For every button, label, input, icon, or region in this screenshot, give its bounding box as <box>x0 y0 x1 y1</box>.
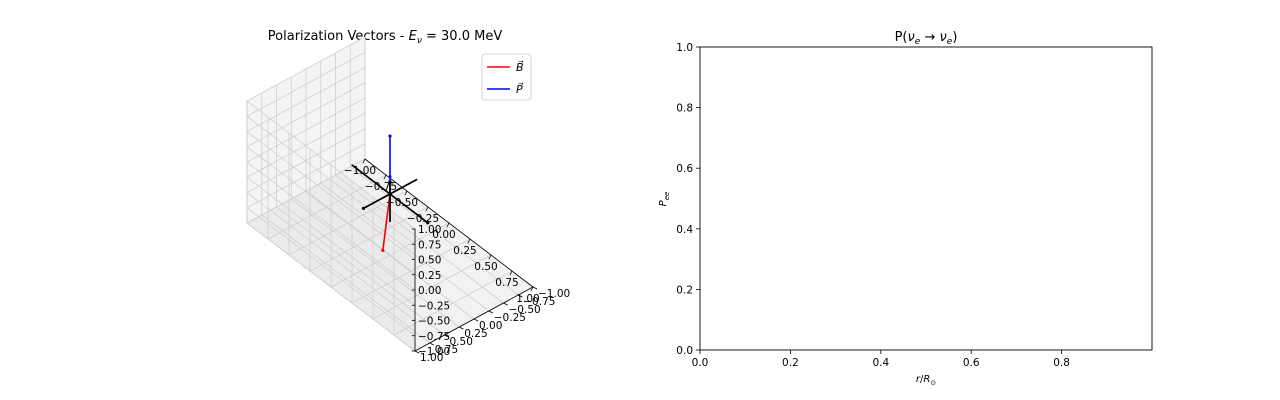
grid-line <box>372 254 492 320</box>
x-tick-label: 0.0 <box>692 357 709 369</box>
y-tick-label: 0.25 <box>464 328 487 340</box>
probability-title: P(νe → νe) <box>895 30 958 47</box>
x-tick-label: 0.75 <box>495 277 518 289</box>
x-tick-label: 0.00 <box>432 229 455 241</box>
y-tick-mark <box>458 326 464 330</box>
y-tick-label: 1.0 <box>676 42 693 54</box>
z-tick-label: 0.00 <box>418 285 441 297</box>
plot-frame <box>699 46 1153 351</box>
y-tick-label: 0.6 <box>676 163 693 175</box>
vector-p-midpoint <box>388 175 392 179</box>
x-tick-label: 1.00 <box>516 293 539 305</box>
y-tick-mark <box>503 302 508 306</box>
y-tick-label: 0.2 <box>676 284 693 296</box>
z-tick-label: 0.75 <box>418 239 441 251</box>
y-tick-mark <box>414 350 420 354</box>
x-tick-mark <box>467 238 471 244</box>
vector-b <box>382 193 391 252</box>
grid-line <box>246 222 416 352</box>
x-tick-label: 0.6 <box>963 357 980 369</box>
y-tick-label: 0.0 <box>676 345 693 357</box>
y-tick-mark <box>517 294 523 298</box>
grid-line <box>246 82 366 148</box>
z-tick-label: −0.75 <box>418 331 450 343</box>
y-tick-label: −0.25 <box>494 312 526 324</box>
x-tick-mark <box>362 158 366 164</box>
y-tick-label: 1.00 <box>420 352 443 364</box>
grid-line <box>246 36 366 102</box>
y-tick-label: −0.75 <box>523 296 555 308</box>
polarization-title: Polarization Vectors - Eν = 30.0 MeV <box>268 29 503 46</box>
z-tick-label: 0.25 <box>418 270 441 282</box>
x-tick-mark <box>404 190 408 196</box>
x-tick-mark <box>509 270 513 276</box>
z-tick-label: −0.50 <box>418 316 450 328</box>
grid-line <box>290 198 460 328</box>
y-tick-label: 0.4 <box>676 224 693 236</box>
z-tick-label: −1.00 <box>418 346 450 358</box>
x-tick-mark <box>488 254 492 260</box>
legend: B⃗ P⃗ <box>481 53 532 101</box>
grid-line <box>246 131 416 260</box>
y-tick-label: −0.50 <box>509 304 541 316</box>
y-tick-mark <box>488 310 494 314</box>
legend-box <box>481 53 532 101</box>
grid-line <box>246 146 416 276</box>
probability-axes: P(νe → νe) r/R⊙ Pee 0.0 0.2 0.4 0.6 0.8 0.0 0.… <box>658 30 1153 387</box>
y-tick-label: 0.00 <box>479 320 502 332</box>
probability-ylabel: Pee <box>658 192 671 207</box>
z-tick-label: −0.25 <box>418 300 450 312</box>
x-tick-label: 0.2 <box>782 357 799 369</box>
y-tick-mark <box>444 334 449 338</box>
y-tick-mark <box>532 286 538 290</box>
x-tick-mark <box>383 174 387 180</box>
grid-line <box>393 270 513 336</box>
y-tick-mark <box>473 318 479 322</box>
grid-line <box>351 238 471 304</box>
vector-tip <box>361 206 366 210</box>
grid-line <box>246 51 366 117</box>
polarization-3d-axes: Polarization Vectors - Eν = 30.0 MeV −1.… <box>246 29 570 364</box>
x-tick-label: 0.8 <box>1053 357 1070 369</box>
grid-line <box>246 97 366 163</box>
x-tick-mark <box>530 286 534 292</box>
vector-tip <box>381 248 385 252</box>
x-tick-label: 0.25 <box>453 245 476 257</box>
grid-line <box>261 214 431 344</box>
grid-line <box>246 100 416 230</box>
y-tick-label: 0.8 <box>676 103 693 115</box>
grid-line <box>305 190 475 320</box>
probability-xlabel: r/R⊙ <box>916 374 936 387</box>
x-tick-label: 0.50 <box>474 261 497 273</box>
y-tick-mark <box>429 342 435 346</box>
y-tick-label: 0.75 <box>435 344 458 356</box>
legend-label: B⃗ <box>516 60 524 74</box>
z-tick-label: 1.00 <box>418 224 441 236</box>
z-tick-label: 0.50 <box>418 255 441 267</box>
x-tick-mark <box>446 222 450 228</box>
x-tick-label: 0.4 <box>872 357 889 369</box>
grid-line <box>246 161 416 291</box>
grid-line <box>246 67 366 132</box>
y-tick-label: −1.00 <box>538 288 570 300</box>
vector-tip <box>388 180 392 184</box>
vector-tip <box>426 221 430 225</box>
y-tick-label: 0.50 <box>450 336 473 348</box>
x-tick-mark <box>425 206 429 212</box>
grid-line <box>276 206 445 336</box>
legend-label: P⃗ <box>516 82 523 96</box>
vector-tip <box>388 134 392 138</box>
